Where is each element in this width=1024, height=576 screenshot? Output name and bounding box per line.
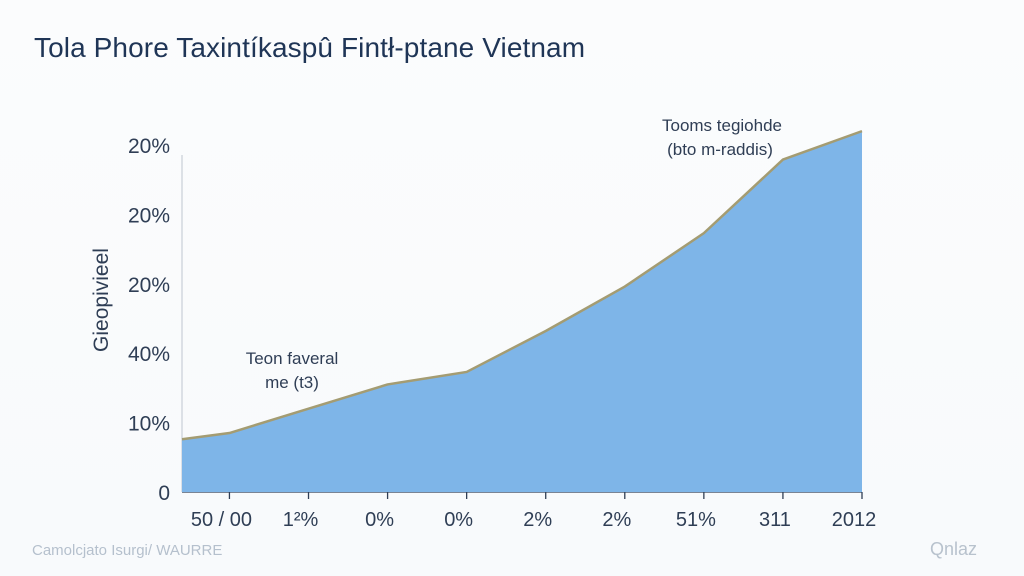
x-tick-label: 0% [365, 509, 394, 531]
x-tick-label: 2% [523, 509, 552, 531]
x-tick-label: 311 [759, 509, 791, 531]
y-tick-label: 20% [128, 274, 170, 297]
source-footer: Camolcjato Isurgi/ WAURRE [32, 542, 223, 559]
y-axis-label: Gieopivieel [90, 248, 113, 352]
x-tick-label: 51% [676, 509, 716, 531]
annotation-text: Tooms tegiohde [662, 116, 782, 135]
chart-title: Tola Phore Taxintíkaspû Fintł-ptane Viet… [34, 32, 586, 63]
x-tick-label: 1²% [283, 509, 319, 531]
x-tick-label: 0% [444, 509, 473, 531]
annotation-text: me (t3) [265, 373, 319, 392]
area-line [181, 129, 863, 441]
x-tick-label: 50 / 00 [191, 509, 252, 531]
x-tick-label: 2012 [832, 509, 877, 531]
y-tick-label: 40% [128, 343, 170, 366]
y-tick-label: 20% [128, 135, 170, 158]
y-tick-label: 0 [158, 482, 170, 505]
annotation-text: Teon faveral [246, 349, 339, 368]
y-tick-label: 10% [128, 413, 170, 436]
brand-logo: Qnlaz [930, 539, 978, 559]
area-fill [182, 131, 862, 492]
y-tick-label: 20% [128, 204, 170, 227]
x-tick-label: 2% [602, 509, 631, 531]
annotation-text: (bto m-raddis) [667, 140, 773, 159]
